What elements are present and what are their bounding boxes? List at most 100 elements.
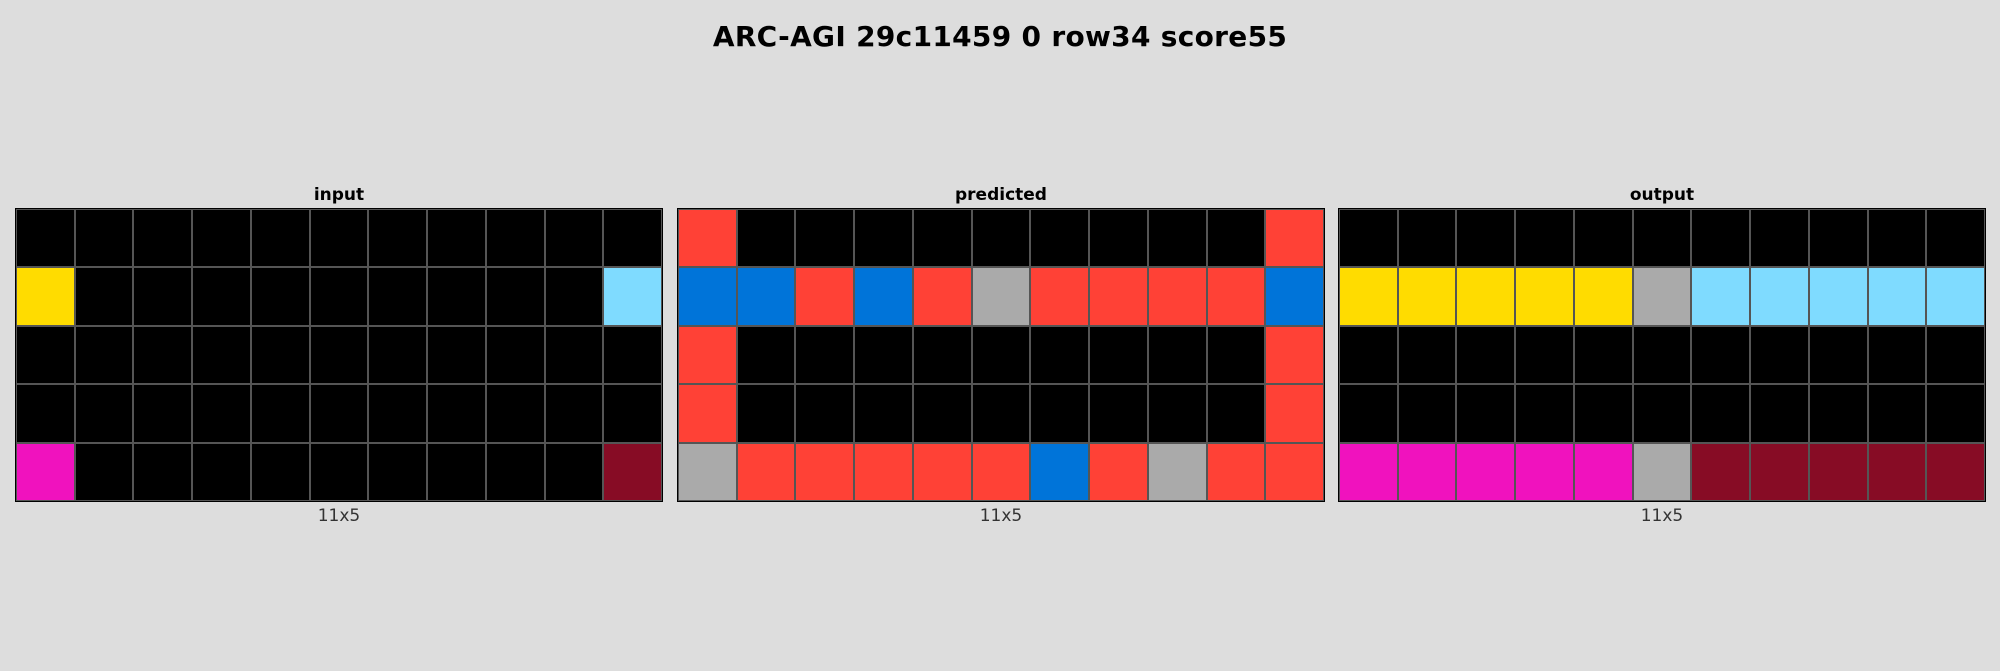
predicted-grid-cell <box>1030 325 1090 385</box>
predicted-grid-cell <box>912 209 972 268</box>
output-grid-cell <box>1573 209 1633 268</box>
predicted-grid-cell <box>1089 384 1148 443</box>
output-grid-cell <box>1808 384 1868 443</box>
input-grid-size: 11x5 <box>317 506 361 526</box>
output-grid-cell <box>1397 267 1457 326</box>
input-grid-cell <box>368 267 428 326</box>
output-grid-cell <box>1632 325 1692 385</box>
input-grid-cell <box>133 209 193 268</box>
input-grid-cell <box>544 384 604 443</box>
output-grid-cell <box>1926 209 1985 268</box>
input-grid <box>15 208 663 502</box>
input-grid-cell <box>544 209 604 268</box>
page-title: ARC-AGI 29c11459 0 row34 score55 <box>712 20 1288 53</box>
predicted-grid-cell <box>795 442 855 501</box>
predicted-grid-cell <box>1206 442 1266 501</box>
input-grid-cell <box>485 384 545 443</box>
output-grid-cell <box>1808 209 1868 268</box>
predicted-grid-cell <box>1265 442 1324 501</box>
predicted-grid-cell <box>1030 209 1090 268</box>
output-grid-cell <box>1691 267 1751 326</box>
input-grid-cell <box>16 209 75 268</box>
predicted-grid-cell <box>736 209 796 268</box>
predicted-grid-cell <box>1089 267 1148 326</box>
output-grid-cell <box>1515 384 1574 443</box>
output-grid-cell <box>1691 384 1751 443</box>
input-grid-cell <box>309 442 369 501</box>
output-grid-cell <box>1867 267 1927 326</box>
input-grid-cell <box>309 267 369 326</box>
input-grid-cell <box>250 325 310 385</box>
output-grid-cell <box>1515 442 1574 501</box>
input-grid-cell <box>16 325 75 385</box>
input-grid-cell <box>74 325 134 385</box>
output-grid-cell <box>1750 384 1809 443</box>
output-grid-cell <box>1397 384 1457 443</box>
input-grid-cell <box>544 267 604 326</box>
input-grid-cell <box>485 209 545 268</box>
input-grid-cell <box>74 384 134 443</box>
input-grid-cell <box>250 209 310 268</box>
output-grid-cell <box>1515 325 1574 385</box>
output-grid-cell <box>1456 325 1516 385</box>
output-grid-cell <box>1339 267 1398 326</box>
predicted-grid-cell <box>736 384 796 443</box>
output-grid-cell <box>1867 442 1927 501</box>
output-grid-cell <box>1573 325 1633 385</box>
input-grid-cell <box>485 442 545 501</box>
input-grid-cell <box>427 267 486 326</box>
input-grid-cell <box>603 384 662 443</box>
predicted-grid-size: 11x5 <box>979 506 1023 526</box>
output-grid <box>1338 208 1986 502</box>
predicted-grid-cell <box>1206 209 1266 268</box>
predicted-grid-cell <box>854 384 913 443</box>
predicted-grid-cell <box>1265 209 1324 268</box>
output-panel-title: output <box>1629 185 1695 205</box>
input-grid-cell <box>16 267 75 326</box>
input-panel-title: input <box>313 185 365 205</box>
input-grid-cell <box>250 384 310 443</box>
output-grid-cell <box>1456 384 1516 443</box>
input-grid-cell <box>603 267 662 326</box>
predicted-grid-cell <box>678 209 737 268</box>
input-grid-cell <box>133 267 193 326</box>
predicted-grid-cell <box>678 384 737 443</box>
output-grid-cell <box>1339 442 1398 501</box>
output-grid-cell <box>1691 209 1751 268</box>
input-grid-cell <box>192 267 251 326</box>
output-grid-cell <box>1397 209 1457 268</box>
input-grid-cell <box>368 384 428 443</box>
predicted-grid-cell <box>795 325 855 385</box>
output-grid-cell <box>1867 209 1927 268</box>
predicted-grid-cell <box>678 442 737 501</box>
output-grid-cell <box>1691 442 1751 501</box>
predicted-grid-cell <box>1089 442 1148 501</box>
input-grid-cell <box>427 325 486 385</box>
output-grid-cell <box>1397 325 1457 385</box>
output-grid-cell <box>1632 442 1692 501</box>
input-grid-cell <box>427 209 486 268</box>
predicted-grid-cell <box>912 442 972 501</box>
output-grid-cell <box>1339 325 1398 385</box>
predicted-grid-cell <box>1147 209 1207 268</box>
output-grid-cell <box>1750 325 1809 385</box>
input-grid-cell <box>192 442 251 501</box>
input-grid-cell <box>192 384 251 443</box>
predicted-grid-cell <box>1206 267 1266 326</box>
input-grid-cell <box>133 442 193 501</box>
input-grid-cell <box>603 325 662 385</box>
input-grid-cell <box>74 267 134 326</box>
input-grid-cell <box>427 442 486 501</box>
predicted-grid-cell <box>971 267 1031 326</box>
output-grid-cell <box>1750 267 1809 326</box>
output-grid-cell <box>1632 384 1692 443</box>
predicted-grid-cell <box>971 209 1031 268</box>
output-grid-cell <box>1926 267 1985 326</box>
input-grid-cell <box>485 267 545 326</box>
output-grid-cell <box>1926 325 1985 385</box>
predicted-grid-cell <box>795 267 855 326</box>
output-grid-cell <box>1573 384 1633 443</box>
predicted-grid-cell <box>736 442 796 501</box>
output-grid-cell <box>1456 267 1516 326</box>
input-grid-cell <box>485 325 545 385</box>
